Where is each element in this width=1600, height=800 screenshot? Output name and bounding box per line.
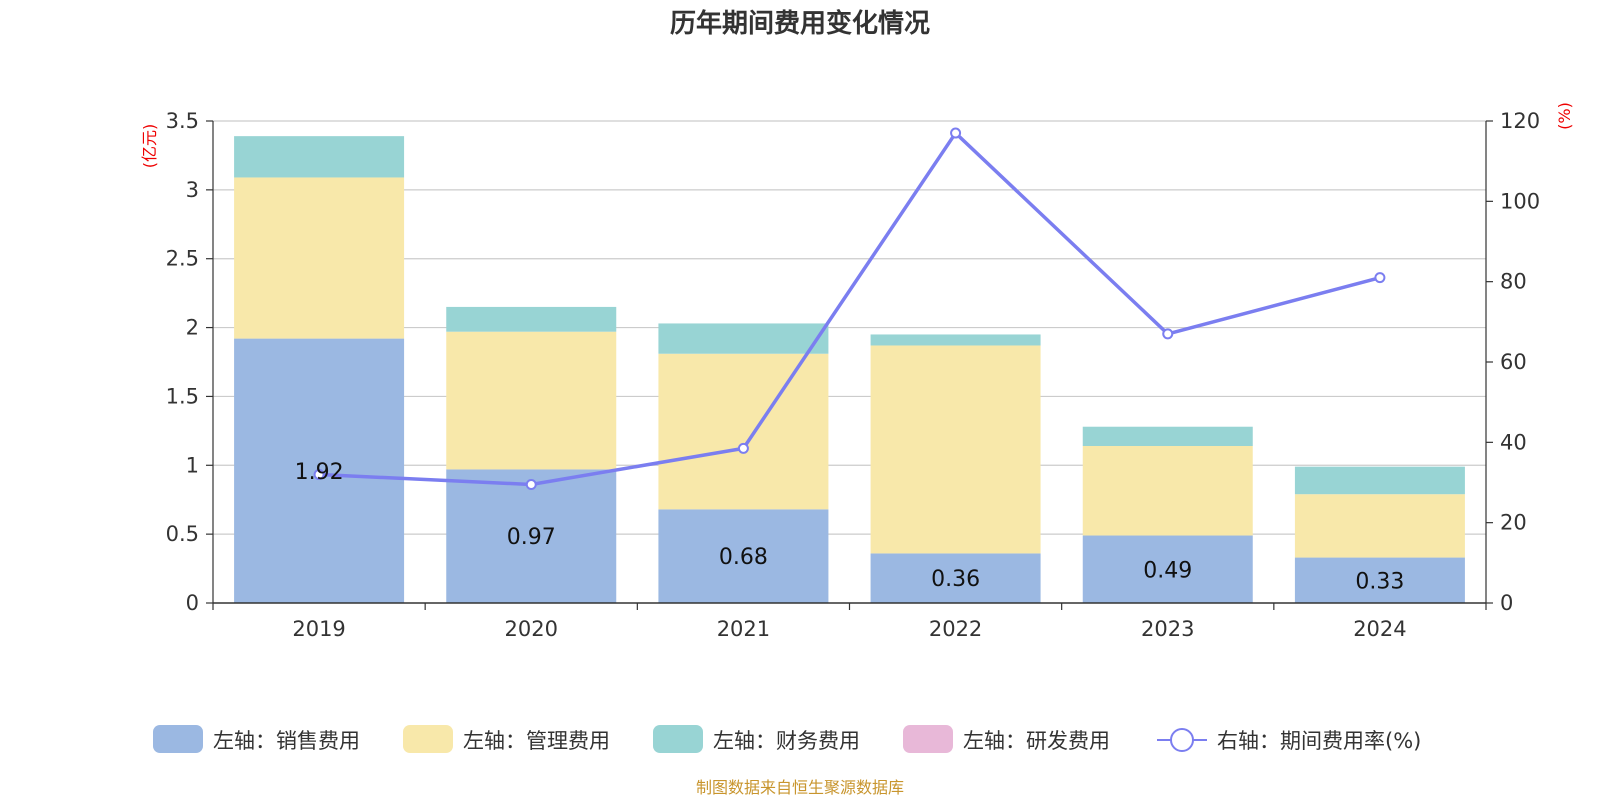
right-axis-unit: (%) (1555, 102, 1574, 130)
grid (213, 120, 1486, 535)
bar-segment (1294, 494, 1465, 558)
x-tick-label: 2020 (505, 617, 558, 641)
left-axis-unit: (亿元) (140, 124, 159, 169)
bar-segment (1294, 466, 1465, 495)
bar-segment (446, 469, 617, 603)
rate-point (1374, 272, 1386, 284)
x-tick-label: 2022 (929, 617, 982, 641)
bar-segment (1294, 557, 1465, 603)
bar-segment (446, 306, 617, 332)
legend-circle-swatch[interactable] (1170, 728, 1194, 752)
rate-line (313, 127, 1386, 491)
left-tick-label: 2.5 (166, 247, 199, 271)
x-tick-label: 2021 (717, 617, 770, 641)
legend-swatch[interactable] (903, 725, 953, 753)
bar-value-label: 0.97 (507, 525, 556, 550)
bar-segment (234, 136, 405, 178)
chart-title: 历年期间费用变化情况 (670, 8, 930, 39)
left-tick-label: 1.5 (166, 384, 199, 408)
right-tick-label: 120 (1500, 109, 1540, 133)
legend: 左轴：销售费用 左轴：管理费用 左轴：财务费用 左轴：研发费用 右轴：期间费用率(%) (153, 725, 1421, 753)
rate-point (950, 127, 962, 139)
rate-line-path (319, 130, 1381, 487)
axes: 0 0.5 1 1.5 2 2.5 3 3.5 0 20 40 60 80 100 120 2019 2020 2… (140, 102, 1574, 641)
bar-segment (1082, 535, 1253, 603)
legend-label[interactable]: 左轴：销售费用 (213, 729, 360, 753)
bar-segment (870, 334, 1041, 346)
bar-segment (1082, 446, 1253, 536)
legend-swatch[interactable] (653, 725, 703, 753)
left-tick-label: 2 (186, 316, 199, 340)
legend-label[interactable]: 左轴：财务费用 (713, 729, 860, 753)
bar-segment (658, 353, 829, 510)
legend-swatch[interactable] (403, 725, 453, 753)
left-tick-label: 0.5 (166, 522, 199, 546)
x-tick-label: 2023 (1141, 617, 1194, 641)
legend-swatch[interactable] (153, 725, 203, 753)
bar-segment (658, 323, 829, 354)
rate-point (313, 468, 325, 480)
right-tick-label: 60 (1500, 350, 1527, 374)
left-tick-label: 0 (186, 591, 199, 615)
bar-segment (234, 177, 405, 339)
x-tick-label: 2024 (1353, 617, 1406, 641)
rate-point (525, 479, 537, 491)
bar-segment (1082, 426, 1253, 447)
bar-value-label: 0.36 (931, 567, 980, 592)
legend-label[interactable]: 左轴：管理费用 (463, 729, 610, 753)
data-labels: 1.92 0.97 0.68 0.36 0.49 0.33 (295, 460, 1405, 594)
bars (234, 136, 1465, 603)
right-tick-label: 40 (1500, 430, 1527, 454)
bar-value-label: 0.49 (1143, 558, 1192, 583)
bar-value-label: 1.92 (295, 460, 344, 485)
right-tick-label: 100 (1500, 189, 1540, 213)
bar-value-label: 0.68 (719, 545, 768, 570)
right-tick-label: 80 (1500, 270, 1527, 294)
legend-label[interactable]: 左轴：研发费用 (963, 729, 1110, 753)
bar-segment (446, 331, 617, 470)
rate-point (737, 442, 749, 454)
bar-segment (870, 553, 1041, 603)
left-tick-label: 3 (186, 178, 199, 202)
bar-value-label: 0.33 (1355, 569, 1404, 594)
source-note: 制图数据来自恒生聚源数据库 (696, 778, 904, 797)
bar-segment (870, 345, 1041, 554)
right-tick-label: 20 (1500, 511, 1527, 535)
right-tick-label: 0 (1500, 591, 1513, 615)
left-tick-label: 1 (186, 453, 199, 477)
left-tick-label: 3.5 (166, 109, 199, 133)
legend-label[interactable]: 右轴：期间费用率(%) (1217, 729, 1421, 753)
x-tick-label: 2019 (292, 617, 345, 641)
bar-segment (658, 509, 829, 603)
rate-point (1162, 328, 1174, 340)
